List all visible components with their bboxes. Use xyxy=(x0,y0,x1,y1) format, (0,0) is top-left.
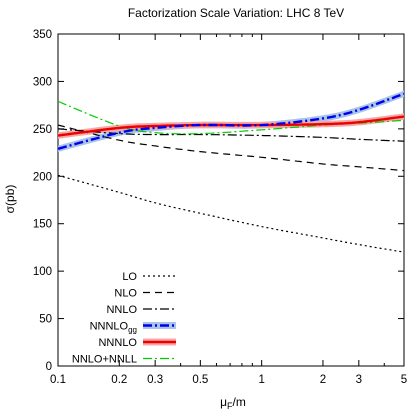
legend-label-main: NNNLO xyxy=(90,321,129,333)
legend-label: NNNLO xyxy=(98,337,137,349)
legend-label: NNLO+NNLL xyxy=(72,354,137,366)
x-axis: 0.1 0.2 0.3 0.5 1 2 3 5 xyxy=(50,34,407,386)
legend-label-main: LO xyxy=(122,271,137,283)
y-tick-label: 50 xyxy=(39,314,52,326)
x-tick-label: 0.2 xyxy=(111,374,127,386)
y-tick-label: 150 xyxy=(33,219,52,231)
y-axis-label: σ(pb) xyxy=(3,185,17,214)
legend-label: NNLO xyxy=(106,304,137,316)
x-axis-label-tail: /m xyxy=(233,395,246,409)
x-tick-label: 0.3 xyxy=(147,374,163,386)
series-line xyxy=(57,124,405,172)
x-tick-label: 0.1 xyxy=(50,374,66,386)
y-tick-label: 200 xyxy=(33,171,52,183)
series-line xyxy=(57,128,405,142)
legend-label: NLO xyxy=(114,288,137,300)
y-tick-label: 0 xyxy=(46,361,52,373)
x-axis-label: μF/m xyxy=(220,395,246,411)
legend-label: LO xyxy=(122,271,137,283)
x-axis-label-sub: F xyxy=(227,401,233,411)
legend-label-sub: gg xyxy=(128,326,137,335)
x-tick-label: 5 xyxy=(401,374,407,386)
legend-label-main: NLO xyxy=(114,288,137,300)
x-tick-label: 0.5 xyxy=(192,374,208,386)
y-axis: 0 50 100 150 200 250 300 350 xyxy=(33,29,404,373)
x-tick-label: 1 xyxy=(258,374,264,386)
legend-label-main: NNLO xyxy=(106,304,137,316)
legend-label-main: NNLO+NNLL xyxy=(72,354,137,366)
plot-frame xyxy=(57,33,405,367)
legend-label: NNNLOgg xyxy=(90,321,137,335)
series-line xyxy=(57,174,405,253)
legend-band-swatch xyxy=(143,322,176,329)
legend-label-main: NNNLO xyxy=(98,337,137,349)
x-tick-label: 3 xyxy=(356,374,362,386)
x-axis-label-main: μ xyxy=(220,395,227,409)
y-tick-label: 300 xyxy=(33,76,52,88)
chart-title: Factorization Scale Variation: LHC 8 TeV xyxy=(128,6,344,20)
y-tick-label: 350 xyxy=(33,29,52,41)
plot-area xyxy=(57,33,405,367)
series-line xyxy=(57,92,405,150)
y-tick-label: 100 xyxy=(33,266,52,278)
x-tick-label: 2 xyxy=(320,374,326,386)
y-tick-label: 250 xyxy=(33,124,52,136)
